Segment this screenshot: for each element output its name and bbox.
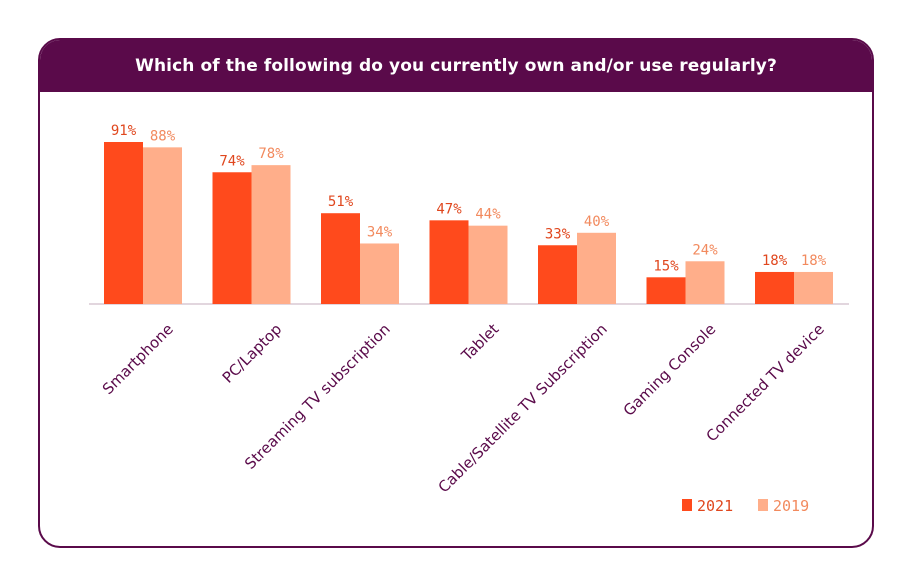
bar-2021-4 <box>429 220 469 304</box>
category-label-4: Tablet <box>457 320 502 365</box>
bar-2019-6 <box>685 261 725 304</box>
chart-title: Which of the following do you currently … <box>40 40 872 92</box>
category-label-2: PC/Laptop <box>219 320 286 387</box>
bar-2019-5 <box>577 232 616 304</box>
bar-2019-3 <box>360 243 399 304</box>
category-label-5: Cable/Satellite TV Subscription <box>435 320 611 496</box>
value-label-2019-5: 40% <box>584 214 610 230</box>
value-label-2021-4: 47% <box>436 201 462 217</box>
value-label-2019-3: 34% <box>367 224 393 240</box>
value-label-2021-2: 74% <box>219 153 245 169</box>
category-label-1: Smartphone <box>99 320 177 398</box>
value-label-2021-1: 91% <box>111 123 137 139</box>
legend-label-2021: 2021 <box>697 497 733 515</box>
value-label-2019-2: 78% <box>258 146 284 162</box>
category-label-7: Connected TV device <box>703 320 828 445</box>
value-label-2021-3: 51% <box>328 194 354 210</box>
value-label-2021-7: 18% <box>762 253 788 269</box>
value-label-2019-6: 24% <box>692 242 718 258</box>
category-label-6: Gaming Console <box>620 320 720 420</box>
bar-2021-7 <box>755 271 794 304</box>
value-label-2019-4: 44% <box>475 207 501 223</box>
bar-2019-4 <box>468 225 508 304</box>
value-label-2019-1: 88% <box>150 128 176 144</box>
bar-2021-3 <box>321 213 360 304</box>
legend-swatch-2019 <box>758 499 768 511</box>
bar-2019-1 <box>143 147 182 304</box>
value-label-2021-6: 15% <box>653 258 679 274</box>
value-label-2021-5: 33% <box>545 226 571 242</box>
bar-2019-7 <box>794 271 833 304</box>
bar-2021-2 <box>212 172 252 304</box>
value-label-2019-7: 18% <box>801 253 827 269</box>
bar-2021-1 <box>104 142 143 304</box>
bar-2021-5 <box>538 245 577 304</box>
legend-swatch-2021 <box>682 499 692 511</box>
bar-2019-2 <box>251 165 291 304</box>
bar-2021-6 <box>646 277 686 304</box>
legend-label-2019: 2019 <box>773 497 809 515</box>
